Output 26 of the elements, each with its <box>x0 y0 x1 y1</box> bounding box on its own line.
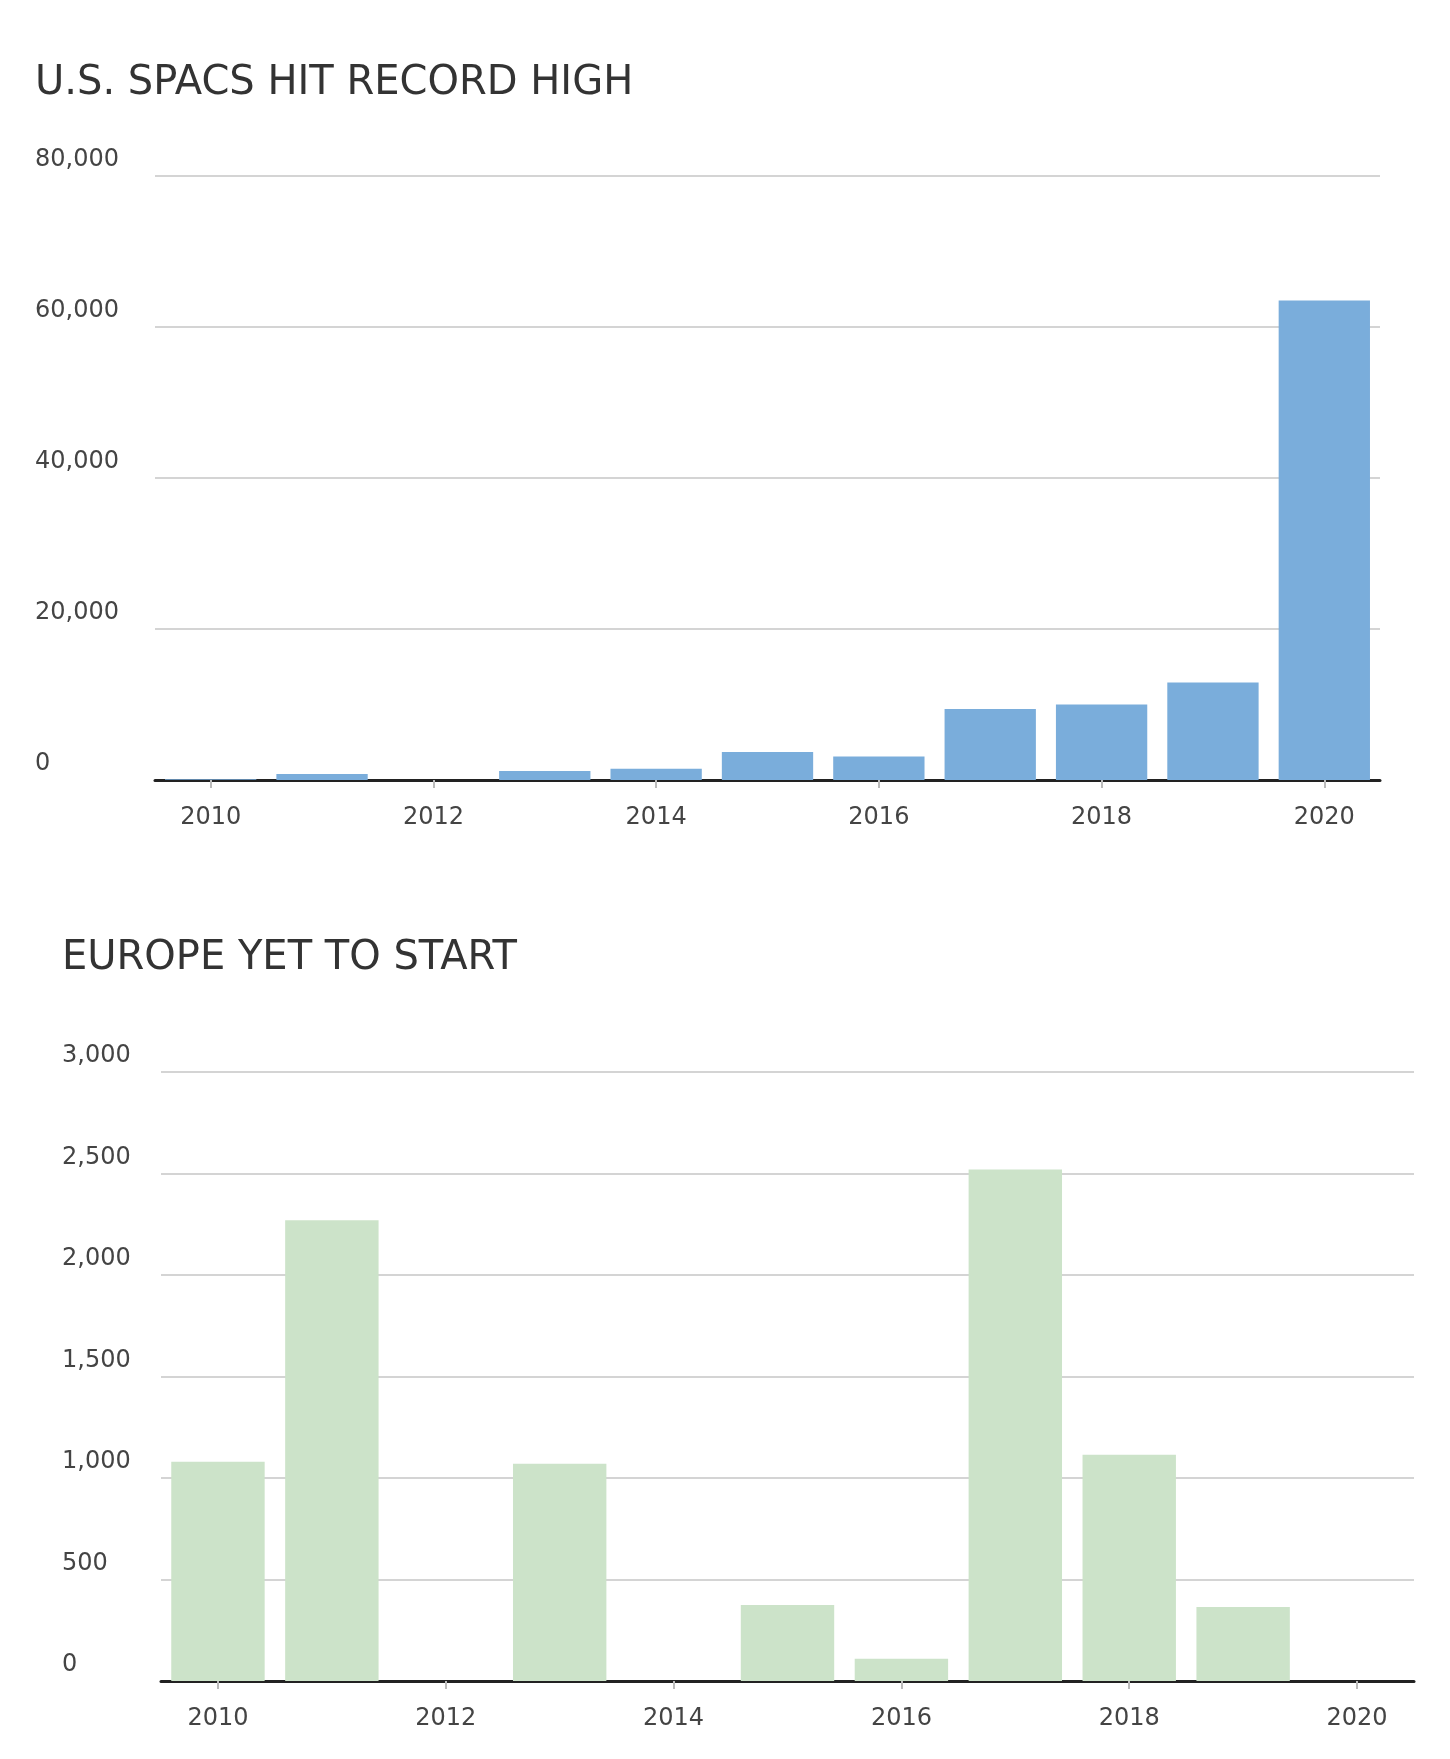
y-tick-label: 1,000 <box>62 1446 131 1474</box>
y-tick-label: 80,000 <box>35 144 119 172</box>
y-tick-label: 40,000 <box>35 446 119 474</box>
y-tick-label: 1,500 <box>62 1344 131 1373</box>
x-tick-label: 2014 <box>643 1703 705 1731</box>
y-tick-label: 60,000 <box>35 295 119 323</box>
x-tick-label: 2016 <box>848 802 910 830</box>
x-tick-label: 2012 <box>415 1703 477 1731</box>
x-tick-label: 2014 <box>625 802 687 830</box>
y-tick-label: 3,000 <box>62 1040 131 1068</box>
x-tick-label: 2020 <box>1293 802 1355 830</box>
x-tick-label: 2018 <box>1071 802 1133 830</box>
x-tick-label: 2016 <box>870 1703 932 1731</box>
y-tick-label: 0 <box>62 1649 78 1677</box>
x-tick-label: 2010 <box>187 1703 249 1731</box>
x-tick-label: 2012 <box>402 802 464 830</box>
y-tick-label: 2,000 <box>62 1243 131 1271</box>
chart-title: EUROPE YET TO START <box>62 932 518 978</box>
y-tick-label: 500 <box>62 1547 108 1576</box>
x-tick-label: 2010 <box>180 802 242 830</box>
x-tick-label: 2020 <box>1326 1703 1388 1731</box>
y-tick-label: 20,000 <box>35 597 119 625</box>
chart-title: U.S. SPACS HIT RECORD HIGH <box>35 57 634 103</box>
y-tick-label: 0 <box>35 748 51 776</box>
y-tick-label: 2,500 <box>62 1141 131 1170</box>
x-tick-label: 2018 <box>1098 1703 1160 1731</box>
